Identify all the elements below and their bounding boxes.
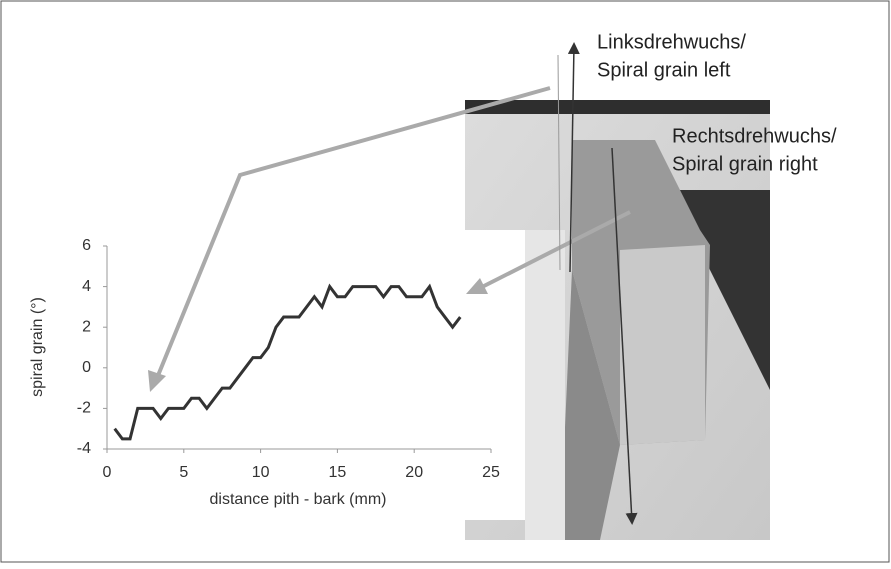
x-tick-label: 5: [179, 464, 188, 481]
x-tick-label: 20: [405, 464, 423, 481]
y-axis-label: spiral grain (°): [29, 297, 46, 397]
x-tick-label: 10: [252, 464, 270, 481]
figure: Linksdrehwuchs/ Spiral grain left Rechts…: [0, 0, 891, 564]
x-tick-label: 25: [482, 464, 500, 481]
y-tick-label: 6: [82, 237, 91, 254]
annotation: Linksdrehwuchs/: [597, 31, 746, 53]
annotation: Rechtsdrehwuchs/: [672, 125, 837, 147]
x-tick-label: 0: [103, 464, 112, 481]
x-tick-label: 15: [329, 464, 347, 481]
y-tick-label: -4: [77, 440, 91, 457]
y-tick-label: 0: [82, 359, 91, 376]
annotation: Spiral grain right: [672, 153, 818, 175]
y-tick-label: 4: [82, 278, 91, 295]
x-axis-label: distance pith - bark (mm): [210, 491, 387, 508]
y-tick-label: 2: [82, 318, 91, 335]
y-tick-label: -2: [77, 400, 91, 417]
chart-background: [20, 230, 525, 520]
annotation: Spiral grain left: [597, 59, 731, 81]
